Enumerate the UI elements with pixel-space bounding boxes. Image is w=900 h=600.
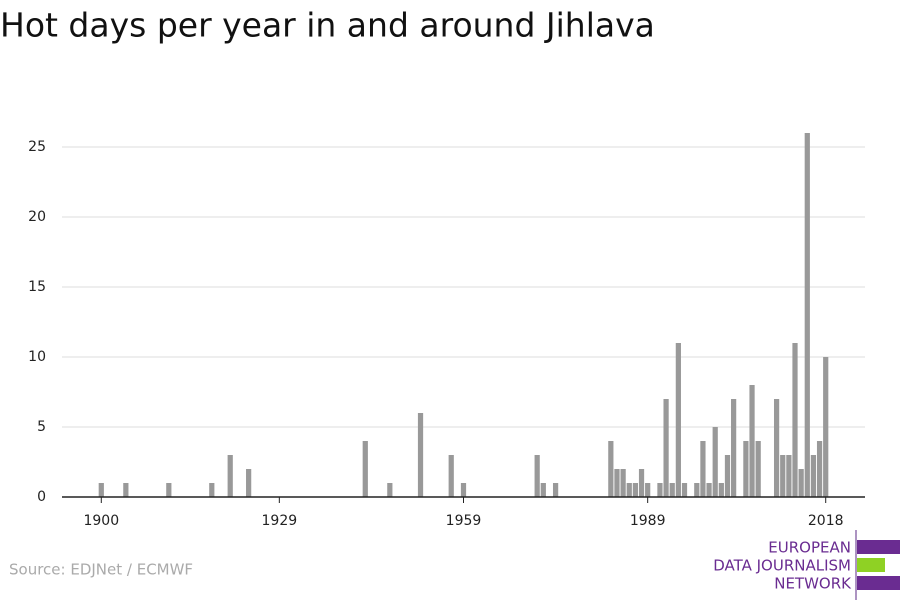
source: Source: EDJNet / ECMWF — [9, 561, 193, 579]
bar — [123, 483, 129, 497]
logo-bar — [857, 540, 900, 554]
bar — [755, 441, 761, 497]
bar — [749, 385, 755, 497]
bar — [608, 441, 614, 497]
bar — [227, 455, 233, 497]
bar — [626, 483, 632, 497]
x-tick-label: 1959 — [446, 513, 482, 529]
y-tick-label: 10 — [28, 349, 46, 365]
y-tick-label: 15 — [28, 279, 46, 295]
y-tick-label: 25 — [28, 139, 46, 155]
bar — [460, 483, 467, 497]
logo: EUROPEAN DATA JOURNALISM NETWORK — [713, 530, 900, 600]
bar — [724, 455, 731, 497]
bar — [780, 455, 786, 497]
bar — [663, 399, 669, 497]
x-tick-label: 1989 — [630, 513, 666, 529]
bar — [362, 441, 368, 497]
bar — [823, 357, 829, 497]
bar — [534, 455, 540, 497]
y-tick-label: 5 — [37, 419, 46, 435]
bar — [645, 483, 651, 497]
y-tick-label: 0 — [37, 489, 46, 505]
bar — [700, 441, 706, 497]
bar — [632, 483, 639, 497]
y-tick-label: 20 — [28, 209, 46, 225]
bar — [773, 399, 780, 497]
bar — [792, 343, 798, 497]
bar — [657, 483, 663, 497]
bar — [387, 483, 393, 497]
bar — [798, 469, 804, 497]
bar — [706, 483, 712, 497]
bar — [209, 483, 215, 497]
bar — [620, 469, 626, 497]
bar — [166, 483, 172, 497]
chart-title: Hot days per year in and around Jihlava — [0, 6, 655, 45]
x-tick-label: 1929 — [262, 513, 298, 529]
bar — [417, 413, 424, 497]
bar — [681, 483, 688, 497]
bar — [669, 483, 675, 497]
bar — [712, 427, 718, 497]
bar — [246, 469, 252, 497]
logo-bar — [857, 576, 900, 590]
bar — [810, 455, 817, 497]
bar — [804, 133, 810, 497]
bar — [552, 483, 559, 497]
logo-text: DATA JOURNALISM — [713, 557, 851, 575]
bar — [731, 399, 737, 497]
logo-bar — [857, 558, 885, 572]
bar — [638, 469, 645, 497]
logo-text: NETWORK — [774, 575, 852, 593]
bar — [743, 441, 749, 497]
bar — [816, 441, 823, 497]
bar — [540, 483, 546, 497]
bar — [614, 469, 620, 497]
bar — [718, 483, 724, 497]
bar — [448, 455, 454, 497]
bar — [675, 343, 681, 497]
x-tick-label: 2018 — [808, 513, 844, 529]
logo-text: EUROPEAN — [768, 539, 851, 557]
bar — [694, 483, 700, 497]
x-tick-label: 1900 — [83, 513, 119, 529]
bar — [98, 483, 104, 497]
bar — [786, 455, 792, 497]
